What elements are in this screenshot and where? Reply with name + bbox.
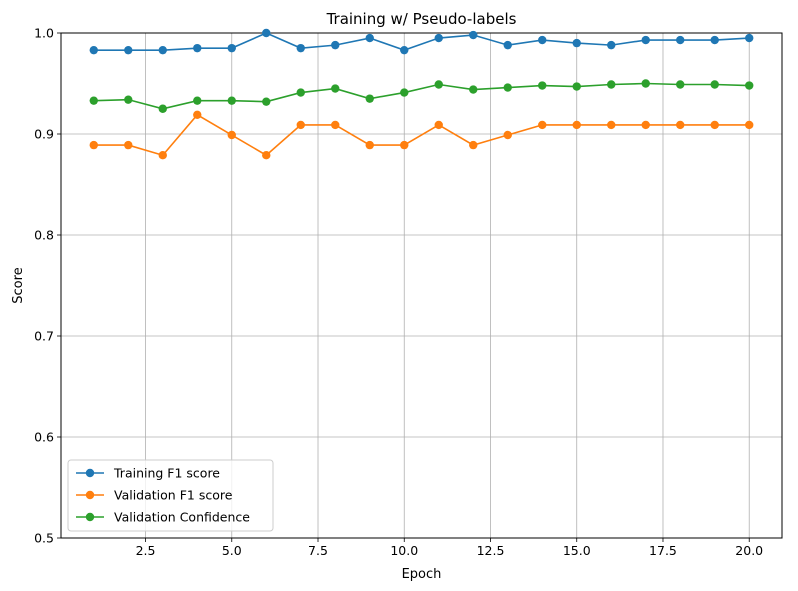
data-point [710,120,719,130]
data-point [710,80,719,89]
y-tick-label: 0.8 [34,228,54,243]
data-point [227,43,236,53]
data-point [538,81,547,90]
data-point [331,84,340,93]
legend: Training F1 score Validation F1 score Vali… [67,459,274,532]
x-tick-label: 5.0 [222,543,242,558]
data-point [572,82,581,91]
data-point [434,80,443,89]
data-point [124,95,133,104]
legend-swatch-marker [85,468,95,478]
data-point [296,88,305,97]
data-point [676,120,685,130]
data-point [89,140,98,150]
y-tick-label: 0.9 [34,127,54,142]
legend-item: Training F1 score [76,466,220,481]
data-point [193,110,202,120]
data-point [641,79,650,88]
data-point [262,151,271,160]
data-point [158,151,167,160]
legend-label: Training F1 score [113,466,220,481]
data-point [296,120,305,130]
data-point [158,45,167,55]
data-point [365,94,374,103]
y-tick-label: 0.6 [34,430,54,445]
y-tick-label: 0.5 [34,531,54,546]
data-point [503,83,512,92]
data-point [538,35,547,45]
series-line [93,113,750,157]
data-point [400,45,409,55]
x-tick-label: 17.5 [649,543,677,558]
x-tick-label: 15.0 [563,543,591,558]
x-tick-label: 10.0 [390,543,418,558]
x-tick-label: 7.5 [308,543,328,558]
data-point [262,28,271,38]
data-point [469,140,478,150]
legend-swatch-marker [85,512,95,522]
data-point [193,43,202,53]
plot-area [60,32,783,539]
data-point [400,88,409,97]
legend-label: Validation Confidence [114,510,250,525]
chart-title: Training w/ Pseudo-labels [326,10,517,28]
data-point [434,33,443,43]
legend-swatch-marker [85,490,95,500]
x-tick-label: 20.0 [735,543,763,558]
legend-item: Validation F1 score [76,488,233,503]
data-point [434,120,443,130]
x-tick-label: 12.5 [477,543,505,558]
data-point [158,104,167,113]
data-point [227,96,236,105]
data-point [400,140,409,150]
data-point [607,120,616,130]
data-point [607,80,616,89]
data-point [331,40,340,50]
data-point [572,38,581,48]
series-group [89,79,754,113]
data-point [745,120,754,130]
x-tick-label: 2.5 [136,543,156,558]
data-point [676,80,685,89]
data-point [745,81,754,90]
data-point [124,140,133,150]
data-point [641,120,650,130]
data-point [124,45,133,55]
data-point [538,120,547,130]
data-point [365,140,374,150]
legend-label: Validation F1 score [114,488,233,503]
legend-box [67,459,274,532]
data-point [572,120,581,130]
data-point [296,43,305,53]
data-point [365,33,374,43]
y-tick-label: 1.0 [34,26,54,41]
data-point [676,35,685,45]
x-axis-title: Epoch [402,567,442,582]
data-point [89,96,98,105]
data-point [503,40,512,50]
data-point [89,45,98,55]
data-point [469,30,478,40]
data-point [262,97,271,106]
data-point [503,130,512,140]
data-point [745,33,754,43]
data-point [469,85,478,94]
data-point [710,35,719,45]
data-point [227,130,236,140]
data-point [331,120,340,130]
legend-item: Validation Confidence [76,510,250,525]
series-group [89,110,754,160]
y-tick-label: 0.7 [34,329,54,344]
series-line [93,32,750,52]
data-point [641,35,650,45]
data-point [607,40,616,50]
y-axis-title: Score [11,267,26,303]
data-point [193,96,202,105]
series-group [89,28,754,55]
series-line [93,82,750,110]
